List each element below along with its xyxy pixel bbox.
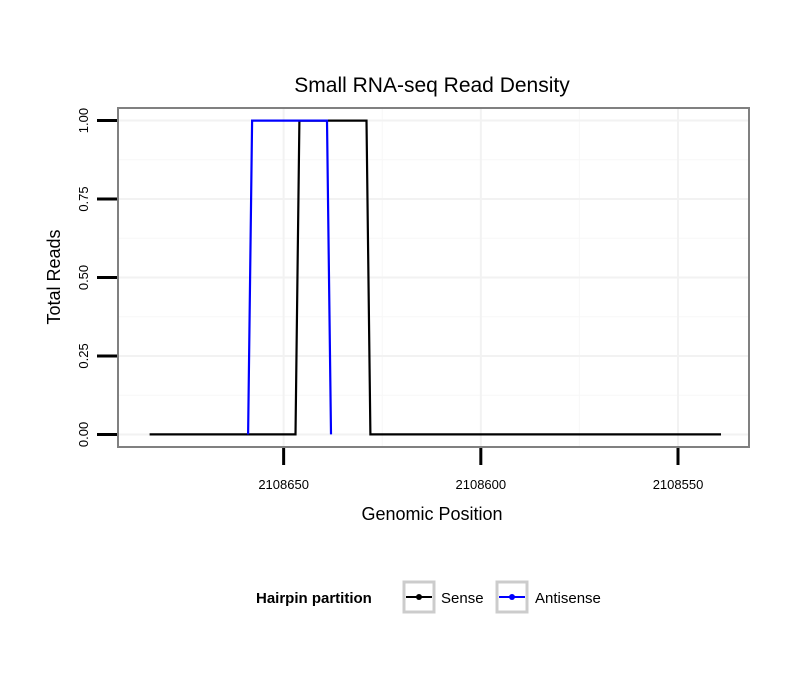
legend-dot-antisense <box>509 594 515 600</box>
legend-title: Hairpin partition <box>256 590 372 607</box>
x-tick-label: 2108650 <box>258 477 309 492</box>
legend-item-antisense: Antisense <box>495 580 601 614</box>
legend-item-sense: Sense <box>402 580 484 614</box>
legend: Hairpin partition Sense Antisense <box>256 580 601 614</box>
series-layer <box>149 119 721 436</box>
chart-title: Small RNA-seq Read Density <box>294 74 570 97</box>
series-line-antisense <box>247 119 333 435</box>
y-tick-label: 0.25 <box>76 343 91 368</box>
x-axis-ticks: 2108650 2108600 2108550 <box>258 448 703 492</box>
x-axis-title: Genomic Position <box>361 504 502 524</box>
y-axis-title: Total Reads <box>44 229 64 324</box>
y-tick-label: 0.75 <box>76 186 91 211</box>
series-line-sense <box>149 119 721 436</box>
legend-key-antisense <box>495 580 529 614</box>
y-tick-label: 0.00 <box>76 422 91 447</box>
y-axis-ticks: 0.00 0.25 0.50 0.75 1.00 <box>76 108 117 447</box>
plot-border <box>117 107 750 448</box>
y-tick-label: 0.50 <box>76 265 91 290</box>
x-tick-label: 2108550 <box>653 477 704 492</box>
legend-dot-sense <box>416 594 422 600</box>
legend-label-sense: Sense <box>441 590 484 607</box>
plot-panel <box>117 107 750 448</box>
x-tick-label: 2108600 <box>456 477 507 492</box>
y-tick-label: 1.00 <box>76 108 91 133</box>
legend-label-antisense: Antisense <box>535 590 601 607</box>
